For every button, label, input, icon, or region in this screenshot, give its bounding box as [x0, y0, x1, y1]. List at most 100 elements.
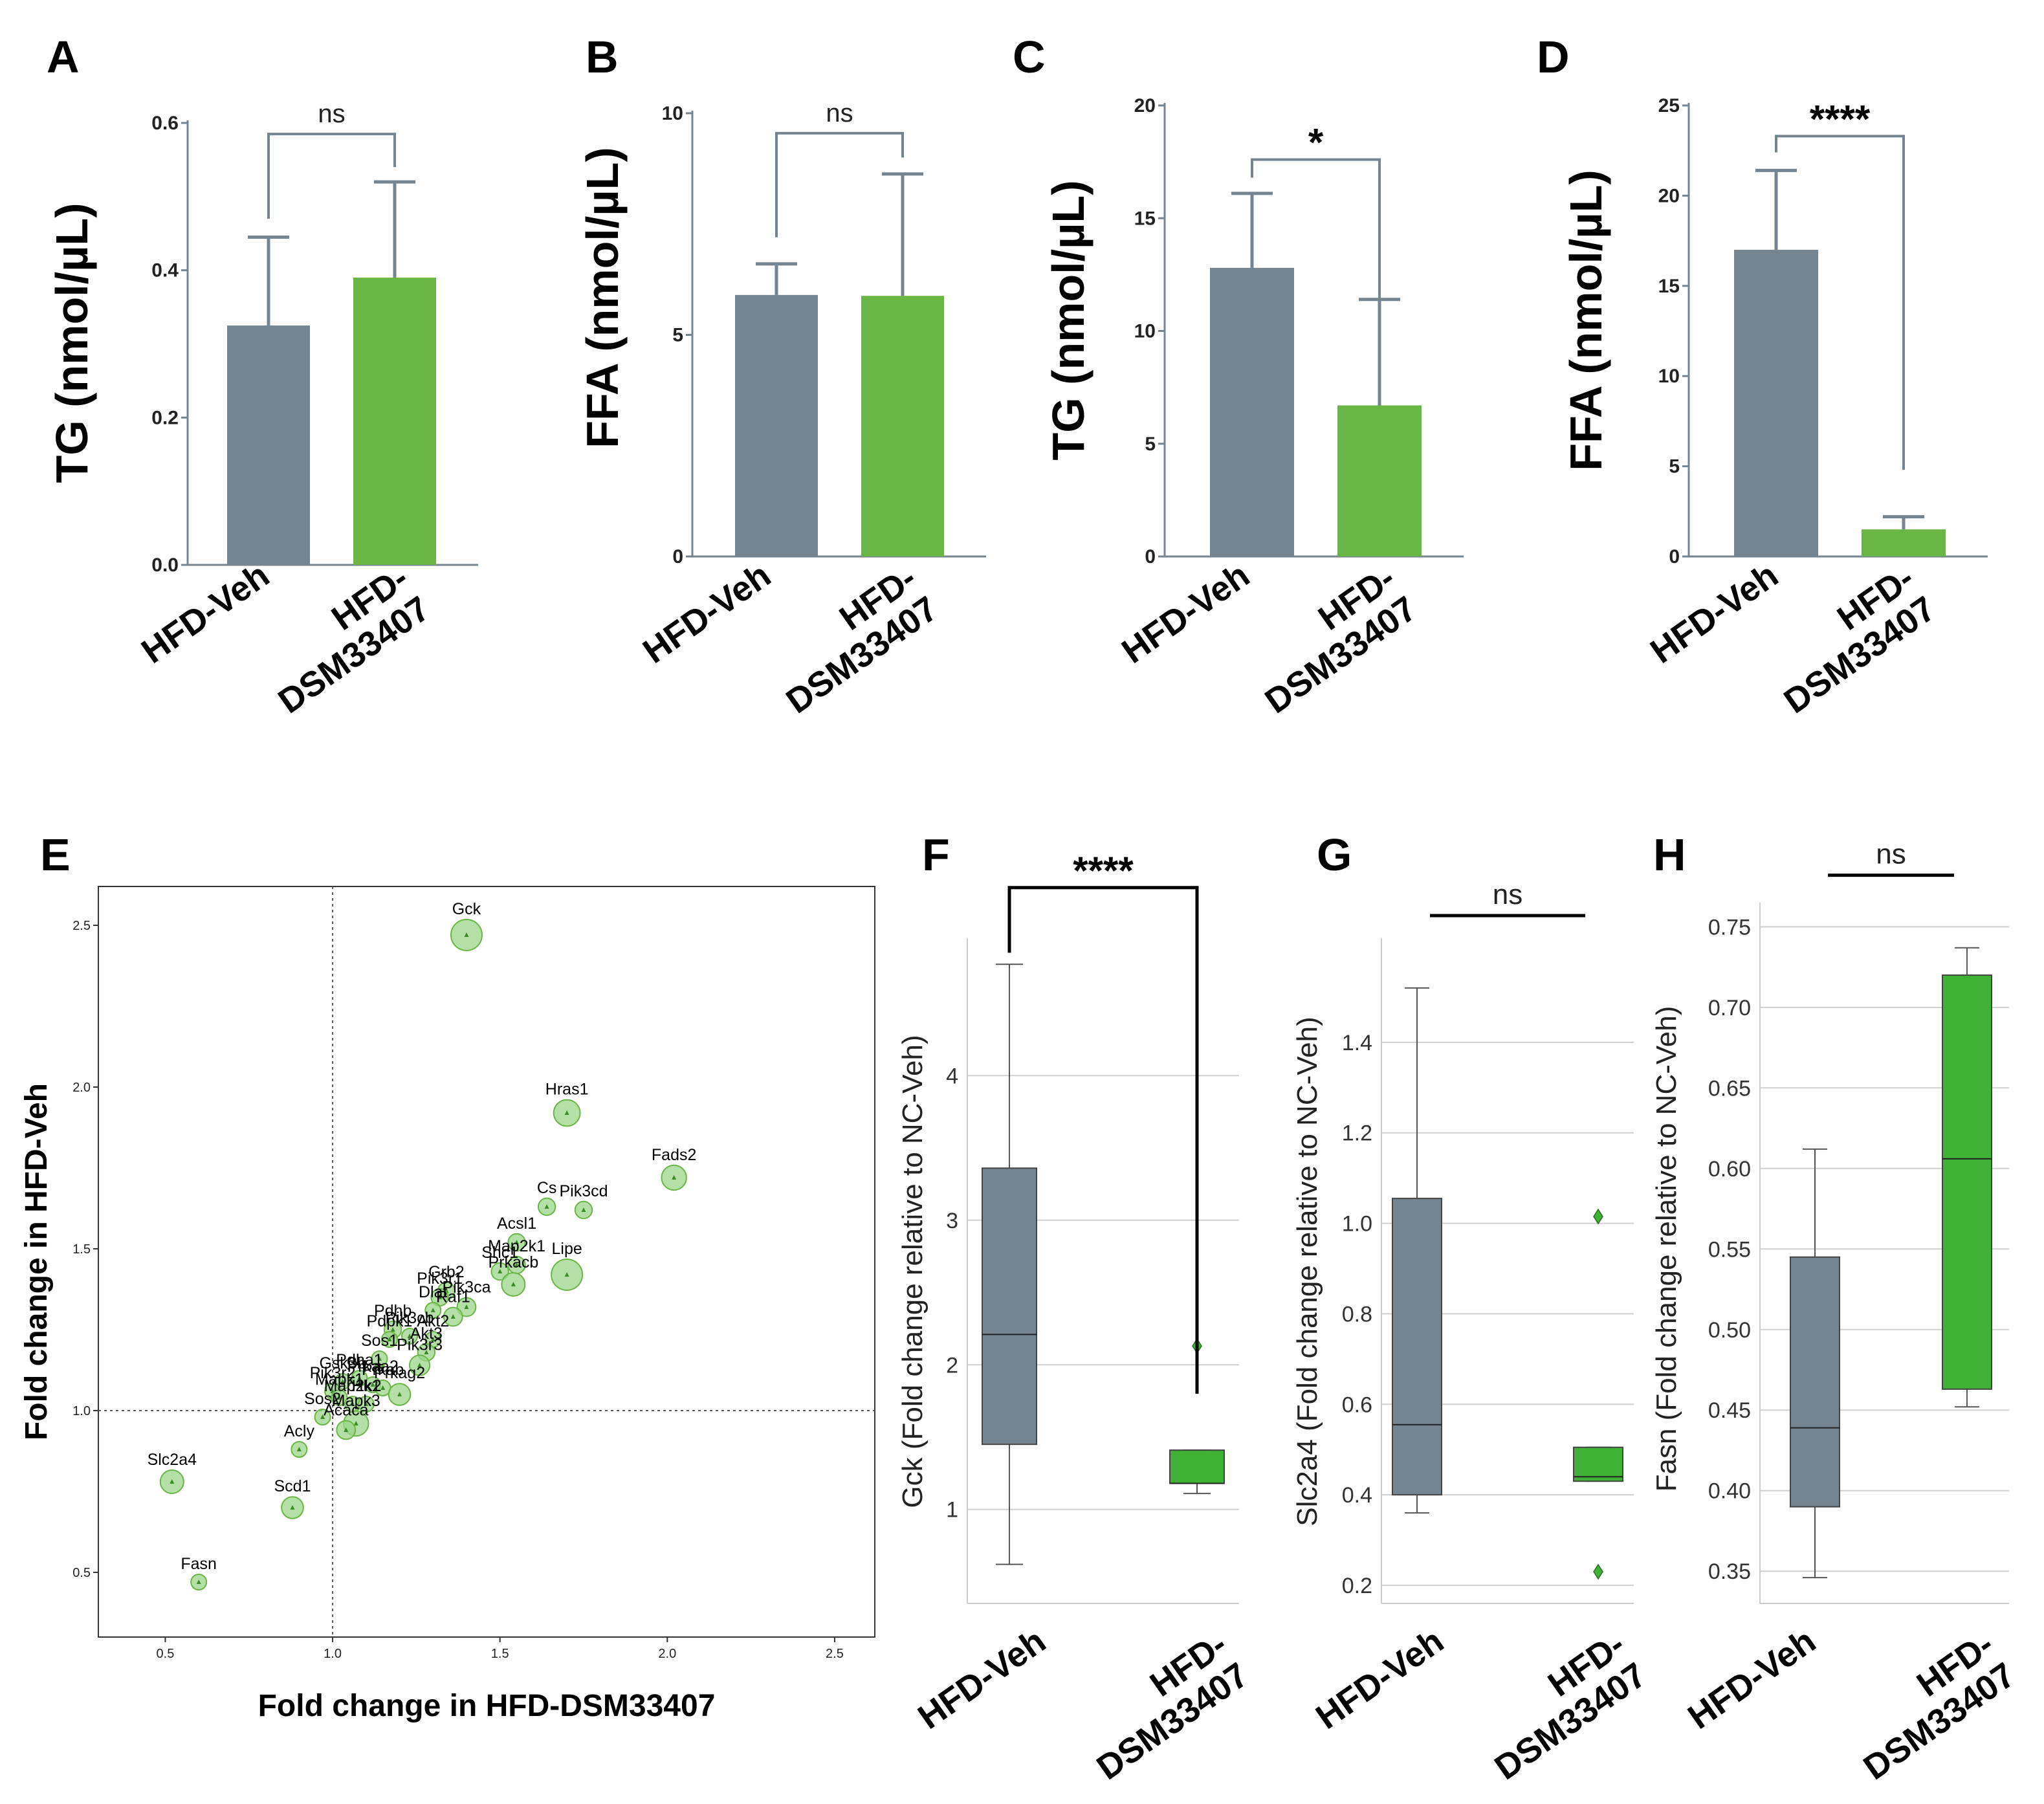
- panel-e: E 0.5 1.0 1.5 2.0 2.5 0.5 1.0 1.5 2.0 2.5 Fold chan…: [19, 830, 875, 1723]
- box-hfd-dsm33407: [1573, 1446, 1623, 1482]
- y-tick-label: 0.5: [72, 1566, 91, 1580]
- category-label-hfd-veh: HFD-Veh: [636, 556, 778, 671]
- scatter-point-marker: [387, 1337, 392, 1341]
- category-label-hfd-dsm33407: HFD-DSM33407: [1466, 1625, 1653, 1788]
- panel-label: E: [40, 830, 71, 880]
- plot-frame: [98, 886, 875, 1638]
- bar-hfd-dsm33407: [1337, 405, 1422, 556]
- scatter-point-marker: [430, 1308, 435, 1312]
- scatter-point-marker: [407, 1334, 412, 1338]
- scatter-point-label: Pik3cd: [559, 1182, 608, 1200]
- box-hfd-dsm33407: [1942, 974, 1992, 1390]
- scatter-point-marker: [290, 1505, 295, 1510]
- y-tick-label: 2: [946, 1353, 958, 1378]
- scatter-point-marker: [430, 1337, 435, 1341]
- scatter-point-label: Pik3r3: [397, 1336, 443, 1354]
- panel-label: G: [1317, 830, 1352, 880]
- y-tick-label: 1.0: [72, 1404, 91, 1418]
- y-tick-label: 0.40: [1708, 1479, 1751, 1504]
- scatter-point-label: Map2k2: [324, 1377, 382, 1395]
- category-label-hfd-dsm33407: HFD-DSM33407: [250, 558, 437, 721]
- scatter-point-marker: [344, 1427, 349, 1432]
- scatter-point-marker: [511, 1282, 516, 1286]
- scatter-point-label: Pik3r1: [417, 1270, 463, 1288]
- scatter-point-marker: [196, 1579, 201, 1584]
- panel-h: H 0.35 0.40 0.45 0.50 0.55 0.60 0.65 0.70 0.75 Fas…: [1651, 830, 2022, 1787]
- scatter-point-marker: [377, 1356, 382, 1361]
- scatter-point-marker: [336, 1395, 342, 1400]
- panel-d: D 0 5 10 15 20 25 FFA (nmol/µL) **** HFD-Veh HFD-D…: [1537, 32, 1988, 721]
- y-tick-label: 25: [1658, 95, 1680, 116]
- y-tick-label: 1.0: [1342, 1212, 1372, 1237]
- significance-bracket: [1775, 135, 1905, 470]
- y-tick-label: 15: [1134, 208, 1156, 229]
- category-label-hfd-dsm33407: HFD-DSM33407: [1068, 1625, 1255, 1788]
- scatter-point-marker: [450, 1314, 456, 1319]
- bar-hfd-veh: [227, 325, 310, 565]
- bar-hfd-veh: [1210, 267, 1294, 556]
- y-tick-label: 2.5: [72, 919, 91, 933]
- x-tick-label: 1.5: [491, 1647, 509, 1661]
- significance-label: *: [1308, 121, 1324, 164]
- y-tick-label: 1.5: [72, 1242, 91, 1257]
- y-tick-label: 1.2: [1342, 1121, 1372, 1146]
- scatter-point-label: Pik3r2: [310, 1364, 356, 1382]
- y-tick-label: 15: [1658, 276, 1680, 297]
- y-tick-label: 0: [672, 546, 683, 567]
- y-tick-label: 0.75: [1708, 915, 1751, 940]
- scatter-point-label: Raf1: [436, 1288, 470, 1306]
- scatter-point-marker: [350, 1402, 355, 1406]
- category-label-hfd-veh: HFD-Veh: [1643, 556, 1785, 671]
- category-label-line: HFD-Veh: [636, 556, 778, 671]
- scatter-point-label: Pik3cb: [386, 1309, 434, 1327]
- y-axis-title: TG (nmol/µL): [47, 203, 97, 483]
- scatter-point-label: Prkaa2: [347, 1358, 399, 1376]
- scatter-point-label: Gsk3b: [319, 1354, 366, 1372]
- scatter-point-label: Pdha1: [336, 1351, 382, 1369]
- scatter-point-label: Akt3: [410, 1325, 443, 1343]
- y-tick-label: 5: [1145, 434, 1156, 455]
- box-hfd-veh: [982, 1167, 1037, 1446]
- scatter-point-marker: [370, 1382, 375, 1387]
- scatter-point-label: Hras1: [545, 1081, 589, 1099]
- scatter-point-label: Mapk3: [332, 1392, 380, 1410]
- y-tick-label: 10: [1134, 321, 1156, 342]
- y-tick-label: 10: [1658, 366, 1680, 387]
- scatter-point-label: Fasn: [181, 1555, 217, 1573]
- significance-bracket: [267, 133, 396, 219]
- y-tick-label: 0.65: [1708, 1076, 1751, 1101]
- panel-label: C: [1013, 32, 1046, 82]
- scatter-point-label: Slc2a4: [148, 1451, 197, 1469]
- scatter-point-marker: [544, 1204, 549, 1209]
- bar-hfd-veh: [1734, 250, 1818, 556]
- x-tick-label: 2.0: [658, 1647, 676, 1661]
- scatter-point-label: Scd1: [274, 1477, 311, 1495]
- y-tick-label: 0.70: [1708, 996, 1751, 1020]
- y-tick-label: 0.60: [1708, 1157, 1751, 1182]
- category-label-hfd-dsm33407: HFD-DSM33407: [1236, 558, 1423, 721]
- scatter-point-marker: [498, 1269, 503, 1273]
- significance-bracket: [1251, 158, 1381, 300]
- panel-label: D: [1537, 32, 1570, 82]
- scatter-point-label: Acsl1: [497, 1215, 536, 1233]
- scatter-point-marker: [357, 1376, 362, 1380]
- scatter-point-marker: [380, 1385, 386, 1390]
- y-tick-label: 5: [672, 325, 683, 346]
- bar-hfd-dsm33407: [353, 278, 436, 565]
- y-tick-label: 0: [1669, 546, 1680, 567]
- category-label-hfd-veh: HFD-Veh: [1115, 556, 1257, 671]
- scatter-point-marker: [464, 1304, 469, 1309]
- scatter-point-marker: [390, 1327, 395, 1332]
- category-label-hfd-dsm33407: HFD-DSM33407: [1755, 558, 1942, 721]
- y-axis-title: Gck (Fold change relative to NC-Veh): [897, 1035, 929, 1508]
- box-hfd-veh: [1392, 1198, 1442, 1496]
- panel-b: B 0 5 10 FFA (nmol/µL) ns HFD-Veh HFD-DSM33407: [577, 32, 986, 721]
- y-tick-label: 0.8: [1342, 1302, 1372, 1326]
- y-tick-label: 0.2: [1342, 1574, 1372, 1598]
- y-tick-label: 0.4: [151, 260, 179, 281]
- scatter-point-label: Pdhb: [374, 1302, 412, 1320]
- y-tick-label: 20: [1134, 95, 1156, 116]
- category-label-hfd-dsm33407: HFD-DSM33407: [1835, 1625, 2022, 1788]
- scatter-point-marker: [514, 1262, 520, 1267]
